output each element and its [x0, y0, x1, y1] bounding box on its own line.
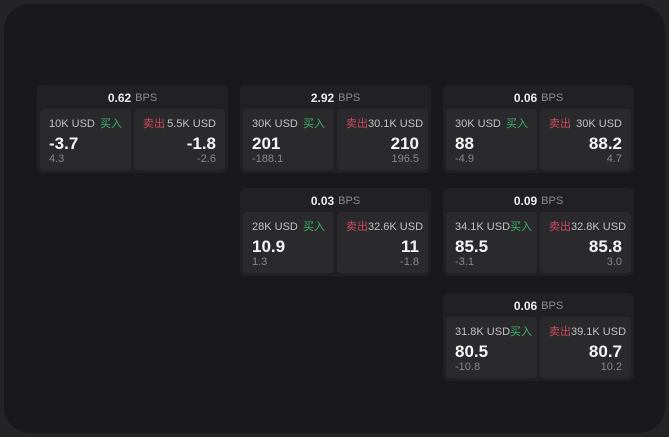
sell-amount: 5.5K USD [167, 118, 216, 130]
sell-price: 11 [401, 236, 419, 256]
buy-price: 85.5 [455, 236, 489, 256]
sell-panel[interactable]: 卖出 32.8K USD 85.8 3.0 [540, 212, 631, 273]
buy-change: 1.3 [252, 256, 268, 268]
sell-amount: 30K USD [576, 118, 622, 130]
card-header: 0.62 BPS [37, 85, 228, 107]
sell-side-label: 卖出 [346, 221, 368, 233]
sell-panel[interactable]: 卖出 5.5K USD -1.8 -2.6 [134, 109, 225, 170]
buy-amount: 31.8K USD [455, 326, 511, 338]
bps-value: 0.06 [513, 90, 538, 105]
sell-panel[interactable]: 卖出 32.6K USD 11 -1.8 [337, 212, 428, 273]
sell-price: 88.2 [588, 133, 622, 153]
sell-panel[interactable]: 卖出 30K USD 88.2 4.7 [540, 109, 631, 170]
buy-panel[interactable]: 31.8K USD 买入 80.5 -10.8 [446, 317, 537, 378]
app-window: 0.62 BPS 10K USD 买入 -3.7 4.3 卖出 5.5K USD… [4, 4, 665, 433]
sell-price: -1.8 [186, 133, 216, 153]
buy-change: -3.1 [455, 256, 474, 268]
buy-price: 201 [252, 133, 281, 153]
sell-panel[interactable]: 卖出 39.1K USD 80.7 10.2 [540, 317, 631, 378]
sell-change: 3.0 [606, 256, 622, 268]
sell-price: 80.7 [588, 341, 622, 361]
quote-panels: 30K USD 买入 88 -4.9 卖出 30K USD 88.2 4.7 [443, 107, 634, 173]
buy-side-label: 买入 [510, 221, 533, 233]
quote-card-3[interactable]: 0.06 BPS 30K USD 买入 88 -4.9 卖出 30K USD 8… [443, 85, 634, 173]
buy-side-label: 买入 [100, 118, 122, 130]
buy-change: 4.3 [49, 153, 65, 165]
quote-card-1[interactable]: 0.62 BPS 10K USD 买入 -3.7 4.3 卖出 5.5K USD… [37, 85, 228, 173]
sell-panel[interactable]: 卖出 30.1K USD 210 196.5 [337, 109, 428, 170]
quote-card-5[interactable]: 0.09 BPS 34.1K USD 买入 85.5 -3.1 卖出 32.8K… [443, 188, 634, 276]
quote-card-4[interactable]: 0.03 BPS 28K USD 买入 10.9 1.3 卖出 32.6K US… [240, 188, 431, 276]
buy-amount: 30K USD [252, 118, 298, 130]
sell-amount: 32.8K USD [571, 221, 627, 233]
card-header: 2.92 BPS [240, 85, 431, 107]
bps-value: 0.06 [513, 298, 538, 313]
buy-price: 80.5 [455, 341, 489, 361]
sell-change: 10.2 [600, 361, 622, 373]
buy-side-label: 买入 [303, 118, 325, 130]
quote-panels: 10K USD 买入 -3.7 4.3 卖出 5.5K USD -1.8 -2.… [37, 107, 228, 173]
card-header: 0.09 BPS [443, 188, 634, 210]
buy-side-label: 买入 [510, 326, 533, 338]
sell-side-label: 卖出 [346, 118, 368, 130]
buy-amount: 34.1K USD [455, 221, 511, 233]
card-header: 0.03 BPS [240, 188, 431, 210]
sell-change: -1.8 [400, 256, 419, 268]
quote-card-2[interactable]: 2.92 BPS 30K USD 买入 201 -188.1 卖出 30.1K … [240, 85, 431, 173]
buy-amount: 10K USD [49, 118, 95, 130]
quote-card-6[interactable]: 0.06 BPS 31.8K USD 买入 80.5 -10.8 卖出 39.1… [443, 293, 634, 381]
quote-panels: 30K USD 买入 201 -188.1 卖出 30.1K USD 210 1… [240, 107, 431, 173]
quote-panels: 28K USD 买入 10.9 1.3 卖出 32.6K USD 11 -1.8 [240, 210, 431, 276]
buy-amount: 30K USD [455, 118, 501, 130]
sell-change: 196.5 [391, 153, 419, 165]
sell-price: 85.8 [588, 236, 622, 256]
sell-side-label: 卖出 [549, 221, 571, 233]
bps-unit-label: BPS [541, 299, 564, 312]
bps-unit-label: BPS [541, 91, 564, 104]
bps-unit-label: BPS [338, 91, 361, 104]
sell-amount: 39.1K USD [571, 326, 627, 338]
buy-change: -188.1 [252, 153, 284, 165]
buy-price: 10.9 [252, 236, 286, 256]
sell-amount: 30.1K USD [368, 118, 424, 130]
card-header: 0.06 BPS [443, 85, 634, 107]
sell-change: -2.6 [197, 153, 216, 165]
buy-price: -3.7 [49, 133, 79, 153]
bps-unit-label: BPS [135, 91, 158, 104]
buy-change: -10.8 [455, 361, 481, 373]
buy-amount: 28K USD [252, 221, 298, 233]
bps-unit-label: BPS [338, 194, 361, 207]
buy-change: -4.9 [455, 153, 474, 165]
bps-value: 2.92 [310, 90, 335, 105]
bps-value: 0.09 [513, 193, 538, 208]
sell-side-label: 卖出 [143, 118, 165, 130]
sell-side-label: 卖出 [549, 326, 571, 338]
buy-panel[interactable]: 10K USD 买入 -3.7 4.3 [40, 109, 131, 170]
sell-price: 210 [390, 133, 419, 153]
bps-unit-label: BPS [541, 194, 564, 207]
bps-value: 0.03 [310, 193, 335, 208]
buy-panel[interactable]: 34.1K USD 买入 85.5 -3.1 [446, 212, 537, 273]
buy-side-label: 买入 [506, 118, 528, 130]
sell-side-label: 卖出 [549, 118, 571, 130]
quote-panels: 34.1K USD 买入 85.5 -3.1 卖出 32.8K USD 85.8… [443, 210, 634, 276]
buy-panel[interactable]: 28K USD 买入 10.9 1.3 [243, 212, 334, 273]
bps-value: 0.62 [107, 90, 132, 105]
card-header: 0.06 BPS [443, 293, 634, 315]
buy-panel[interactable]: 30K USD 买入 201 -188.1 [243, 109, 334, 170]
buy-side-label: 买入 [303, 221, 325, 233]
sell-change: 4.7 [606, 153, 622, 165]
sell-amount: 32.6K USD [368, 221, 424, 233]
buy-price: 88 [455, 133, 474, 153]
buy-panel[interactable]: 30K USD 买入 88 -4.9 [446, 109, 537, 170]
quote-panels: 31.8K USD 买入 80.5 -10.8 卖出 39.1K USD 80.… [443, 315, 634, 381]
